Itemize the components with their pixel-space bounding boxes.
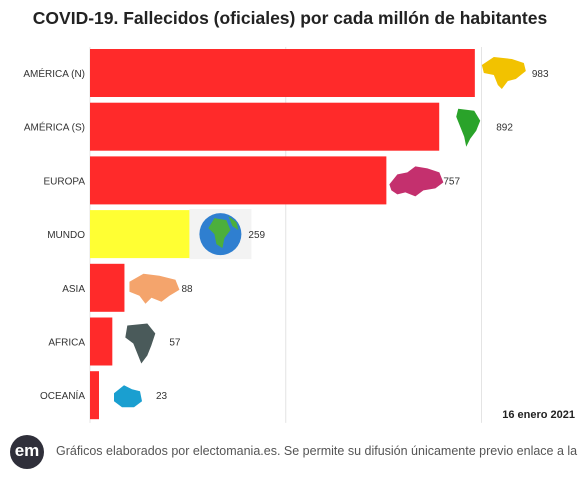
bars (90, 49, 475, 420)
category-label: AFRICA (48, 338, 85, 349)
value-label: 23 (156, 391, 168, 402)
bar-6 (90, 317, 113, 366)
electomania-logo: em (10, 435, 44, 469)
bar-2 (90, 102, 440, 151)
south-america-map-icon (456, 108, 481, 147)
category-label: AMÉRICA (N) (23, 67, 85, 80)
oceania-map-icon (114, 385, 143, 408)
value-label: 757 (443, 176, 460, 187)
bar-3 (90, 156, 387, 205)
value-label: 259 (248, 230, 265, 241)
date-label: 16 enero 2021 (502, 409, 575, 421)
value-labels: 983 892 757 259 88 57 23 (156, 69, 549, 402)
category-label: MUNDO (47, 230, 85, 241)
africa-map-icon (125, 323, 156, 364)
footer: em Gráficos elaborados por electomania.e… (0, 424, 580, 481)
chart-title: COVID-19. Fallecidos (oficiales) por cad… (32, 8, 548, 28)
bar-7 (90, 371, 100, 420)
category-labels: AMÉRICA (N) AMÉRICA (S) EUROPA MUNDO ASIA AFR… (23, 67, 85, 402)
category-label: OCEANÍA (40, 389, 85, 402)
value-label: 57 (169, 338, 181, 349)
bar-4 (90, 210, 192, 259)
north-america-map-icon (481, 57, 526, 89)
category-label: AMÉRICA (S) (24, 121, 85, 134)
bar-5 (90, 263, 125, 312)
value-label: 88 (181, 284, 193, 295)
globe-icon (189, 209, 252, 260)
bar-chart: AMÉRICA (N) AMÉRICA (S) EUROPA MUNDO ASIA AFR… (23, 47, 575, 423)
value-label: 983 (532, 69, 549, 80)
category-label: ASIA (62, 284, 85, 295)
asia-map-icon (129, 273, 180, 304)
value-label: 892 (496, 123, 513, 134)
region-icons (114, 57, 526, 408)
bar-1 (90, 49, 475, 97)
europe-map-icon (389, 166, 444, 197)
category-label: EUROPA (44, 176, 86, 187)
footer-credit: Gráficos elaborados por electomania.es. … (56, 444, 580, 458)
logo-text: em (14, 441, 40, 460)
